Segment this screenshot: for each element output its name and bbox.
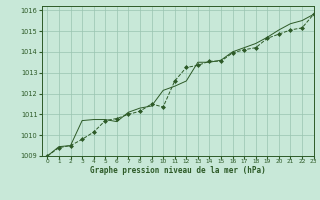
- X-axis label: Graphe pression niveau de la mer (hPa): Graphe pression niveau de la mer (hPa): [90, 166, 266, 175]
